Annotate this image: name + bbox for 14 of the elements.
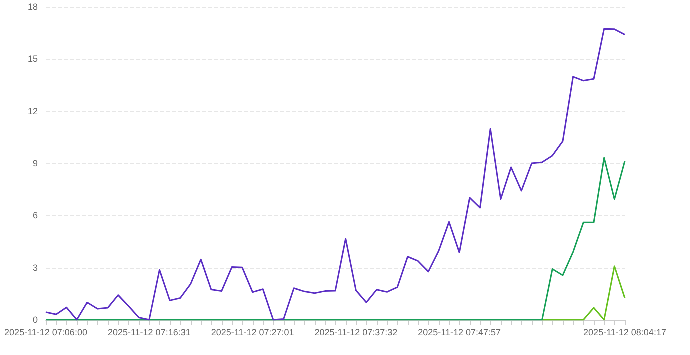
y-tick-label: 0 (32, 315, 38, 325)
y-tick-label: 3 (32, 262, 38, 273)
x-tick-label: 2025-11-12 07:47:57 (418, 328, 502, 338)
x-tick-label: 2025-11-12 07:37:32 (314, 328, 398, 338)
line-series (542, 266, 626, 321)
y-tick-label: 15 (28, 54, 38, 64)
x-tick-label: 2025-11-12 07:27:01 (211, 328, 294, 338)
y-tick-label: 12 (28, 106, 38, 116)
x-tick-label: 2025-11-12 07:06:00 (4, 328, 88, 338)
x-tick-label: 2025-11-12 07:16:31 (108, 328, 191, 338)
y-tick-label: 9 (32, 158, 38, 168)
y-tick-label: 6 (32, 210, 38, 221)
x-tick-label: 2025-11-12 08:04:17 (584, 328, 666, 338)
y-tick-label: 18 (28, 2, 38, 12)
